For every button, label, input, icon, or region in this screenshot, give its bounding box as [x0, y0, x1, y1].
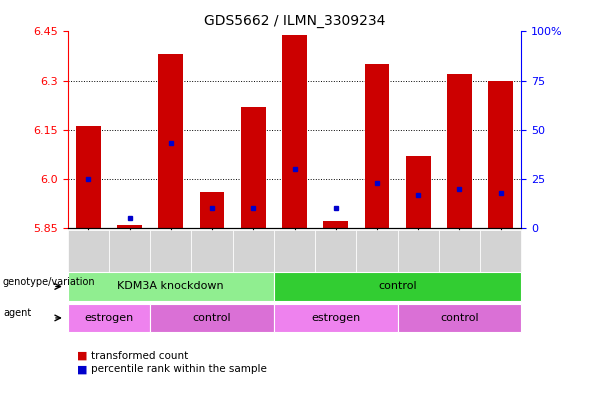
Bar	[241, 107, 266, 228]
Text: estrogen: estrogen	[84, 313, 134, 323]
Text: control: control	[440, 313, 479, 323]
Text: ■: ■	[77, 364, 87, 375]
Bar	[117, 225, 142, 228]
Bar	[200, 192, 224, 228]
Text: GDS5662 / ILMN_3309234: GDS5662 / ILMN_3309234	[204, 14, 385, 28]
Bar	[488, 81, 513, 228]
Text: ■: ■	[77, 351, 87, 361]
Text: control: control	[193, 313, 231, 323]
Bar	[76, 127, 101, 228]
Bar	[406, 156, 431, 228]
Text: transformed count: transformed count	[91, 351, 188, 361]
Bar	[158, 54, 183, 228]
Bar	[365, 64, 389, 228]
Bar	[323, 221, 348, 228]
Bar	[447, 74, 472, 228]
Text: control: control	[378, 281, 417, 292]
Text: genotype/variation: genotype/variation	[3, 277, 95, 287]
Text: KDM3A knockdown: KDM3A knockdown	[117, 281, 224, 292]
Text: percentile rank within the sample: percentile rank within the sample	[91, 364, 267, 375]
Text: estrogen: estrogen	[311, 313, 360, 323]
Bar	[282, 35, 307, 228]
Text: agent: agent	[3, 308, 31, 318]
